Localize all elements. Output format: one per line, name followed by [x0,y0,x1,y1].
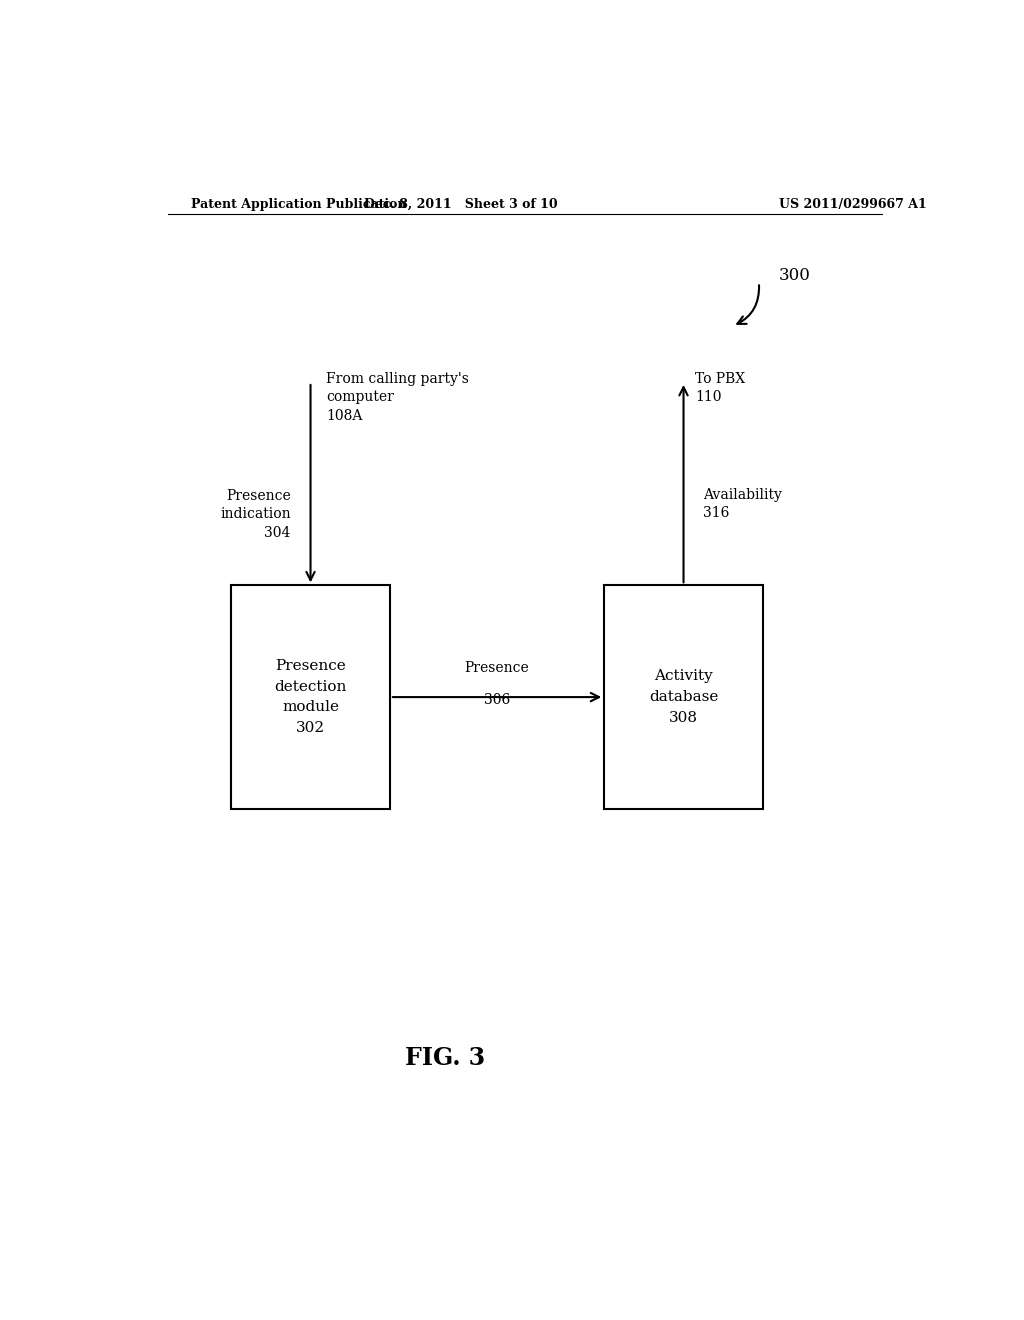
Text: 306: 306 [484,693,510,708]
Text: 300: 300 [778,267,811,284]
Text: FIG. 3: FIG. 3 [406,1045,485,1071]
Text: US 2011/0299667 A1: US 2011/0299667 A1 [778,198,927,211]
Bar [231,585,390,809]
Bar [604,585,763,809]
Text: To PBX
110: To PBX 110 [695,372,745,404]
Text: Presence
detection
module
302: Presence detection module 302 [274,659,347,735]
Text: From calling party's
computer
108A: From calling party's computer 108A [327,372,469,422]
Text: Dec. 8, 2011   Sheet 3 of 10: Dec. 8, 2011 Sheet 3 of 10 [365,198,558,211]
Text: Availability
316: Availability 316 [703,488,782,520]
Text: Patent Application Publication: Patent Application Publication [191,198,407,211]
Text: Presence
indication
304: Presence indication 304 [220,488,291,540]
Text: Presence: Presence [465,661,529,675]
Text: Activity
database
308: Activity database 308 [649,669,718,725]
